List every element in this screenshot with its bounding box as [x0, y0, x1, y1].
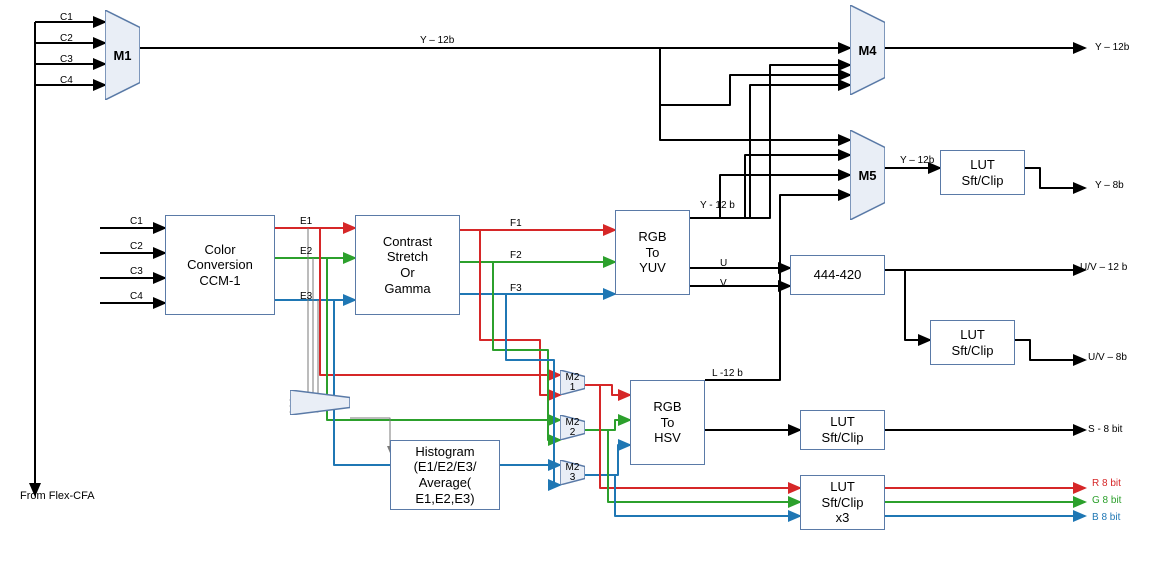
444-420-block: 444-420	[790, 255, 885, 295]
mux-m2-2: M22	[560, 415, 585, 440]
block-label: LUTSft/Clip	[962, 157, 1004, 188]
out-g8-label: G 8 bit	[1092, 495, 1121, 506]
color-conversion-ccm1-block: ColorConversionCCM-1	[165, 215, 275, 315]
lut-rgb-block: LUTSft/Clipx3	[800, 475, 885, 530]
rgb-to-hsv-block: RGBToHSV	[630, 380, 705, 465]
out-uv8-label: U/V – 8b	[1088, 352, 1127, 363]
block-label: RGBToHSV	[653, 399, 681, 446]
yuv-v-label: V	[720, 278, 727, 289]
e2-label: E2	[300, 246, 312, 257]
c3-input-mid-label: C3	[130, 266, 143, 277]
block-label: LUTSft/Clipx3	[822, 479, 864, 526]
f3-label: F3	[510, 283, 522, 294]
c4-input-top-label: C4	[60, 75, 73, 86]
mux-m5: M5	[850, 130, 885, 220]
e3-label: E3	[300, 291, 312, 302]
lut-uv-block: LUTSft/Clip	[930, 320, 1015, 365]
c1-input-mid-label: C1	[130, 216, 143, 227]
histogram-block: Histogram(E1/E2/E3/Average(E1,E2,E3)	[390, 440, 500, 510]
rgb-to-yuv-block: RGBToYUV	[615, 210, 690, 295]
c1-input-top-label: C1	[60, 12, 73, 23]
lut-s-block: LUTSft/Clip	[800, 410, 885, 450]
mux-m4: M4	[850, 5, 885, 95]
f2-label: F2	[510, 250, 522, 261]
m5-out-label: Y – 12b	[900, 155, 934, 166]
mux-m2-3: M23	[560, 460, 585, 485]
c4-input-mid-label: C4	[130, 291, 143, 302]
mux-m2-1: M21	[560, 370, 585, 395]
hsv-l-label: L -12 b	[712, 368, 743, 379]
f1-label: F1	[510, 218, 522, 229]
yuv-y-label: Y - 12 b	[700, 200, 735, 211]
out-r8-label: R 8 bit	[1092, 478, 1121, 489]
m1-out-label: Y – 12b	[420, 35, 454, 46]
block-label: 444-420	[814, 267, 862, 283]
block-label: Histogram(E1/E2/E3/Average(E1,E2,E3)	[414, 444, 477, 506]
block-label: ContrastStretchOrGamma	[383, 234, 432, 296]
out-y8-label: Y – 8b	[1095, 180, 1124, 191]
out-y12-label: Y – 12b	[1095, 42, 1129, 53]
block-label: LUTSft/Clip	[822, 414, 864, 445]
out-uv12-label: U/V – 12 b	[1080, 262, 1127, 273]
block-label: RGBToYUV	[638, 229, 666, 276]
c3-input-top-label: C3	[60, 54, 73, 65]
from-flex-cfa-label: From Flex-CFA	[20, 490, 95, 502]
out-s8-label: S - 8 bit	[1088, 424, 1122, 435]
mux-m1: M1	[105, 10, 140, 100]
block-label: ColorConversionCCM-1	[187, 242, 253, 289]
block-label: LUTSft/Clip	[952, 327, 994, 358]
e1-label: E1	[300, 216, 312, 227]
c2-input-mid-label: C2	[130, 241, 143, 252]
contrast-stretch-gamma-block: ContrastStretchOrGamma	[355, 215, 460, 315]
c2-input-top-label: C2	[60, 33, 73, 44]
mux-histogram	[290, 390, 350, 415]
lut-y-block: LUTSft/Clip	[940, 150, 1025, 195]
yuv-u-label: U	[720, 258, 727, 269]
out-b8-label: B 8 bit	[1092, 512, 1120, 523]
